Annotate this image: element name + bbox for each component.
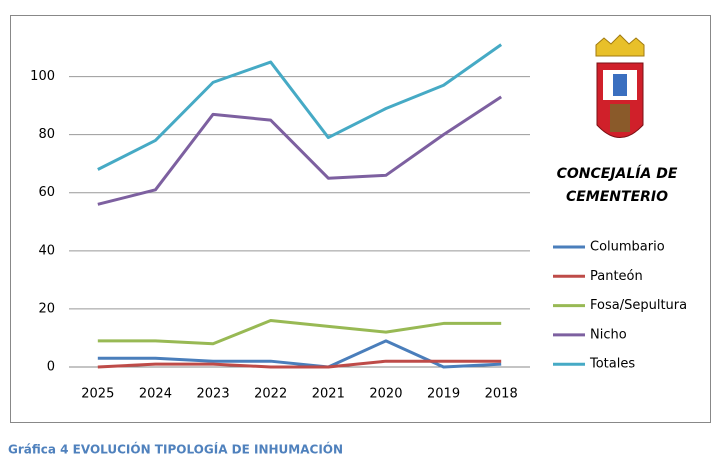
series-line [97, 43, 503, 171]
org-title: CONCEJALÍA DE [557, 165, 678, 182]
legend-label: Panteón [590, 269, 643, 284]
x-tick-label: 2022 [254, 387, 287, 402]
legend-label: Fosa/Sepultura [590, 298, 687, 313]
x-tick-label: 2023 [197, 387, 230, 402]
caption: Gráfica 4 EVOLUCIÓN TIPOLOGÍA DE INHUMAC… [8, 442, 343, 457]
y-tick-label: 80 [38, 127, 55, 142]
emblem [595, 34, 645, 138]
legend-label: Nicho [590, 327, 627, 342]
x-tick-label: 2024 [139, 387, 172, 402]
legend-label: Columbario [590, 240, 665, 255]
x-tick-label: 2019 [427, 387, 460, 402]
x-tick-label: 2021 [312, 387, 345, 402]
chart-frame [10, 15, 711, 423]
y-tick-label: 0 [47, 360, 55, 375]
org-title: CEMENTERIO [566, 189, 668, 205]
series-line [97, 95, 503, 206]
y-tick-label: 100 [30, 69, 55, 84]
y-tick-label: 60 [38, 185, 55, 200]
x-tick-label: 2020 [369, 387, 402, 402]
series-line [97, 359, 502, 369]
x-tick-label: 2025 [81, 387, 114, 402]
y-tick-label: 40 [38, 243, 55, 258]
legend-label: Totales [589, 357, 635, 372]
y-tick-label: 20 [38, 301, 55, 316]
x-tick-label: 2018 [485, 387, 518, 402]
series-line [97, 319, 502, 346]
